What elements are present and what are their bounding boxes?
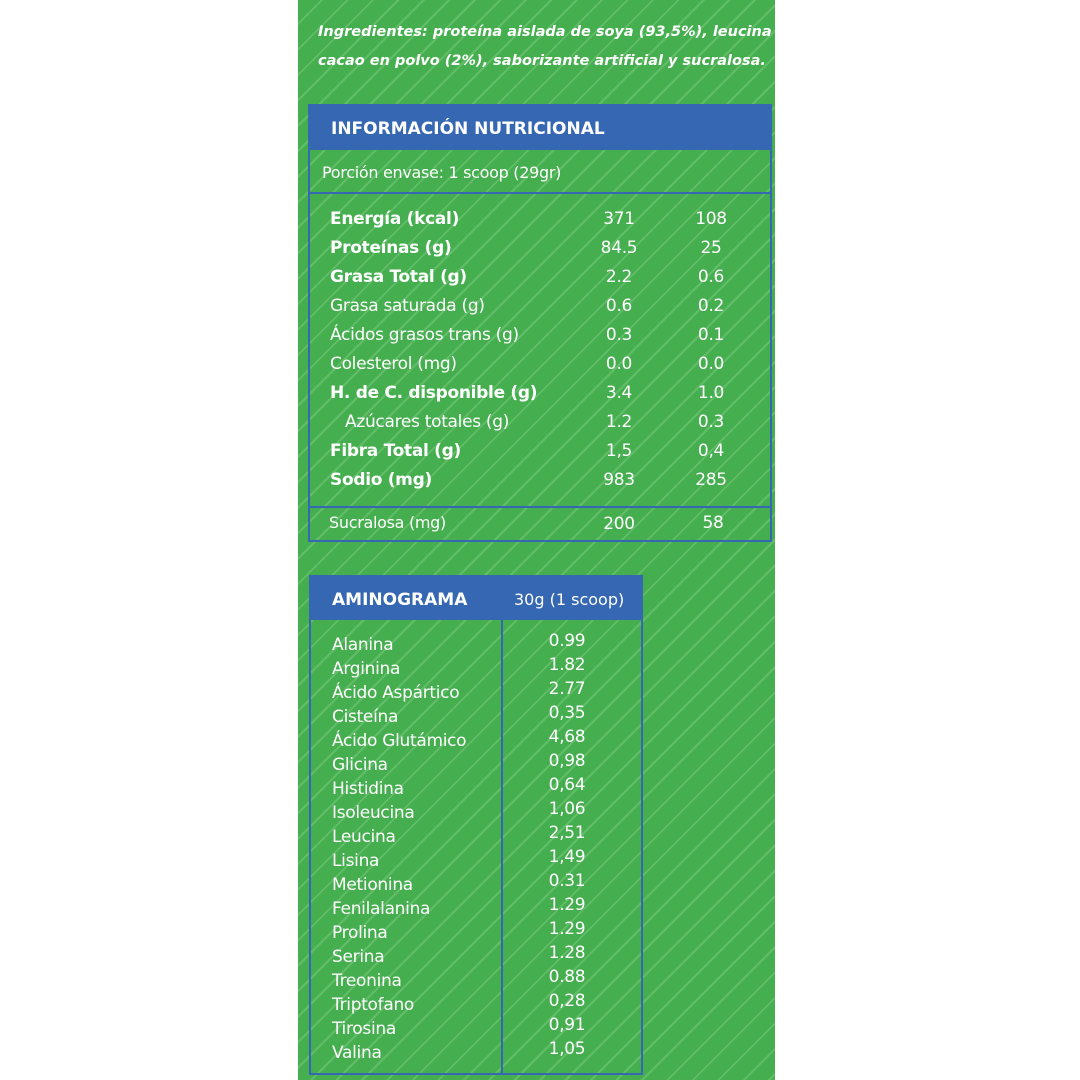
amino-value: 1.82 [548,655,586,675]
aminogram-header [309,575,643,620]
nutrition-title: INFORMACIÓN NUTRICIONAL [331,119,605,139]
nutrient-value: 0.0 [605,354,633,374]
amino-value: 0.88 [548,967,586,987]
nutrient-value: 2.2 [605,267,633,287]
amino-name: Prolina [332,923,388,943]
amino-value: 0,64 [548,775,586,795]
amino-name: Isoleucina [332,803,415,823]
nutrient-name: Azúcares totales (g) [345,412,510,432]
nutrient-value: 0.3 [697,412,725,432]
amino-name: Ácido Aspártico [332,683,460,703]
amino-value: 1.29 [548,895,586,915]
nutrient-value: 0.2 [697,296,725,316]
nutrient-name: H. de C. disponible (g) [330,383,538,403]
amino-value: 2.77 [548,679,586,699]
nutrient-name: Sucralosa (mg) [329,513,446,532]
aminogram-title: AMINOGRAMA [332,590,468,610]
amino-name: Arginina [332,659,401,679]
amino-name: Cisteína [332,707,399,727]
nutrient-value: 84.5 [600,238,638,258]
amino-name: Treonina [332,971,402,991]
amino-name: Ácido Glutámico [332,731,467,751]
amino-name: Alanina [332,635,394,655]
nutrient-value: 285 [695,470,727,490]
portion: Porción envase: 1 scoop (29gr) [322,163,562,182]
nutrient-value: 983 [603,470,635,490]
nutrient-value: 0,4 [697,441,725,461]
amino-name: Histidina [332,779,404,799]
amino-value: 0,91 [548,1015,586,1035]
ingredients-line: cacao en polvo (2%), saborizante artific… [318,53,766,69]
amino-name: Fenilalanina [332,899,431,919]
aminogram-divider [309,618,503,1075]
nutrient-name: Ácidos grasos trans (g) [330,325,519,345]
nutrient-name: Sodio (mg) [330,470,432,490]
nutrient-name: Proteínas (g) [330,238,452,258]
amino-value: 0,35 [548,703,586,723]
nutrient-name: Colesterol (mg) [330,354,457,374]
amino-name: Leucina [332,827,396,847]
amino-value: 0,28 [548,991,586,1011]
nutrient-value: 108 [695,209,727,229]
sucralosa-box [308,506,772,542]
nutrient-value: 25 [700,238,722,258]
nutrient-value: 1,5 [605,441,633,461]
aminogram-column: 30g (1 scoop) [514,590,625,609]
amino-name: Lisina [332,851,380,871]
nutrient-value: 200 [603,514,635,534]
nutrient-name: Fibra Total (g) [330,441,461,461]
amino-value: 0,98 [548,751,586,771]
nutrient-value: 0.6 [605,296,633,316]
nutrient-name: Energía (kcal) [330,209,460,229]
amino-name: Metionina [332,875,413,895]
amino-name: Glicina [332,755,388,775]
amino-value: 0.99 [548,631,586,651]
nutrient-value: 371 [603,209,635,229]
nutrient-value: 0.0 [697,354,725,374]
amino-value: 1,06 [548,799,586,819]
amino-value: 1,05 [548,1039,586,1059]
amino-value: 1.28 [548,943,586,963]
nutrient-name: Grasa Total (g) [330,267,467,287]
amino-value: 0.31 [548,871,586,891]
amino-value: 2,51 [548,823,586,843]
ingredients-line: Ingredientes: proteína aislada de soya (… [318,24,772,40]
nutrient-name: Grasa saturada (g) [330,296,485,316]
amino-value: 4,68 [548,727,586,747]
nutrition-header [308,104,772,150]
amino-name: Valina [332,1043,382,1063]
nutrient-value: 0.1 [697,325,725,345]
nutrient-value: 1.0 [697,383,725,403]
nutrient-value: 3.4 [605,383,633,403]
amino-value: 1,49 [548,847,586,867]
amino-name: Triptofano [332,995,415,1015]
nutrient-value: 58 [702,513,724,533]
amino-name: Tirosina [332,1019,396,1039]
nutrient-value: 0.6 [697,267,725,287]
amino-name: Serina [332,947,385,967]
amino-value: 1.29 [548,919,586,939]
nutrient-value: 0.3 [605,325,633,345]
nutrient-value: 1.2 [605,412,633,432]
